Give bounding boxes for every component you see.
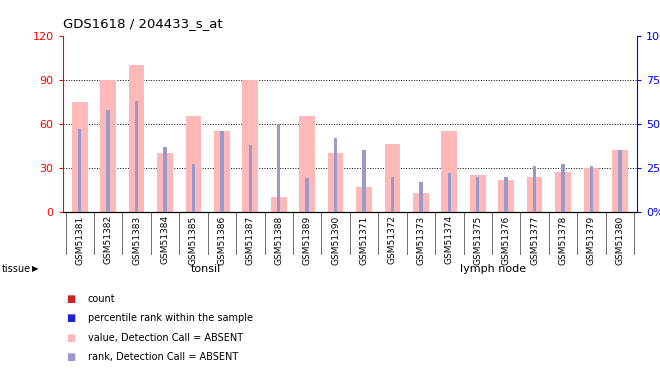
Text: GSM51388: GSM51388 bbox=[275, 215, 283, 265]
Text: GSM51380: GSM51380 bbox=[615, 215, 624, 265]
Bar bbox=[334, 138, 337, 212]
Text: rank, Detection Call = ABSENT: rank, Detection Call = ABSENT bbox=[88, 352, 238, 362]
Bar bbox=[328, 153, 343, 212]
Text: GSM51389: GSM51389 bbox=[303, 215, 312, 265]
Bar bbox=[476, 177, 479, 212]
Bar bbox=[242, 80, 258, 212]
Text: ■: ■ bbox=[66, 333, 75, 343]
Bar bbox=[185, 116, 201, 212]
Text: GSM51379: GSM51379 bbox=[587, 215, 596, 265]
Text: GSM51381: GSM51381 bbox=[75, 215, 84, 265]
Bar bbox=[129, 65, 145, 212]
Bar bbox=[192, 164, 195, 212]
Bar bbox=[391, 177, 394, 212]
Bar bbox=[419, 182, 422, 212]
Text: GDS1618 / 204433_s_at: GDS1618 / 204433_s_at bbox=[63, 17, 222, 30]
Text: tonsil: tonsil bbox=[191, 264, 221, 273]
Text: percentile rank within the sample: percentile rank within the sample bbox=[88, 314, 253, 323]
Bar bbox=[277, 124, 280, 212]
Text: GSM51386: GSM51386 bbox=[217, 215, 226, 265]
Text: GSM51378: GSM51378 bbox=[558, 215, 568, 265]
Bar bbox=[306, 178, 309, 212]
Bar bbox=[356, 187, 372, 212]
Text: GSM51375: GSM51375 bbox=[473, 215, 482, 265]
Text: GSM51384: GSM51384 bbox=[160, 215, 170, 264]
Bar bbox=[100, 80, 116, 212]
Text: GSM51382: GSM51382 bbox=[104, 215, 113, 264]
Bar bbox=[300, 116, 315, 212]
Text: tissue: tissue bbox=[1, 264, 30, 273]
Bar bbox=[612, 150, 628, 212]
Bar bbox=[413, 193, 429, 212]
Text: GSM51377: GSM51377 bbox=[530, 215, 539, 265]
Text: lymph node: lymph node bbox=[460, 264, 527, 273]
Bar bbox=[498, 180, 514, 212]
Text: GSM51376: GSM51376 bbox=[502, 215, 511, 265]
Bar bbox=[590, 166, 593, 212]
Text: GSM51371: GSM51371 bbox=[360, 215, 368, 265]
Text: count: count bbox=[88, 294, 115, 304]
Bar bbox=[533, 166, 537, 212]
Bar bbox=[618, 150, 622, 212]
Text: ■: ■ bbox=[66, 352, 75, 362]
Text: GSM51387: GSM51387 bbox=[246, 215, 255, 265]
Bar bbox=[470, 175, 486, 212]
Bar bbox=[220, 131, 224, 212]
Text: ▶: ▶ bbox=[32, 264, 38, 273]
Bar bbox=[271, 197, 286, 212]
Bar bbox=[555, 172, 571, 212]
Bar bbox=[527, 177, 543, 212]
Bar bbox=[163, 147, 167, 212]
Text: GSM51372: GSM51372 bbox=[388, 215, 397, 264]
Bar bbox=[583, 168, 599, 212]
Bar bbox=[442, 131, 457, 212]
Bar bbox=[214, 131, 230, 212]
Text: value, Detection Call = ABSENT: value, Detection Call = ABSENT bbox=[88, 333, 243, 343]
Bar bbox=[362, 150, 366, 212]
Bar bbox=[78, 129, 81, 212]
Bar bbox=[249, 145, 252, 212]
Text: ■: ■ bbox=[66, 294, 75, 304]
Text: GSM51374: GSM51374 bbox=[445, 215, 454, 264]
Bar bbox=[157, 153, 173, 212]
Text: GSM51373: GSM51373 bbox=[416, 215, 425, 265]
Text: GSM51390: GSM51390 bbox=[331, 215, 340, 265]
Bar bbox=[72, 102, 88, 212]
Text: GSM51383: GSM51383 bbox=[132, 215, 141, 265]
Bar bbox=[385, 144, 400, 212]
Bar bbox=[504, 177, 508, 212]
Bar bbox=[135, 101, 139, 212]
Bar bbox=[447, 173, 451, 212]
Bar bbox=[106, 110, 110, 212]
Text: ■: ■ bbox=[66, 314, 75, 323]
Text: GSM51385: GSM51385 bbox=[189, 215, 198, 265]
Bar bbox=[561, 164, 565, 212]
